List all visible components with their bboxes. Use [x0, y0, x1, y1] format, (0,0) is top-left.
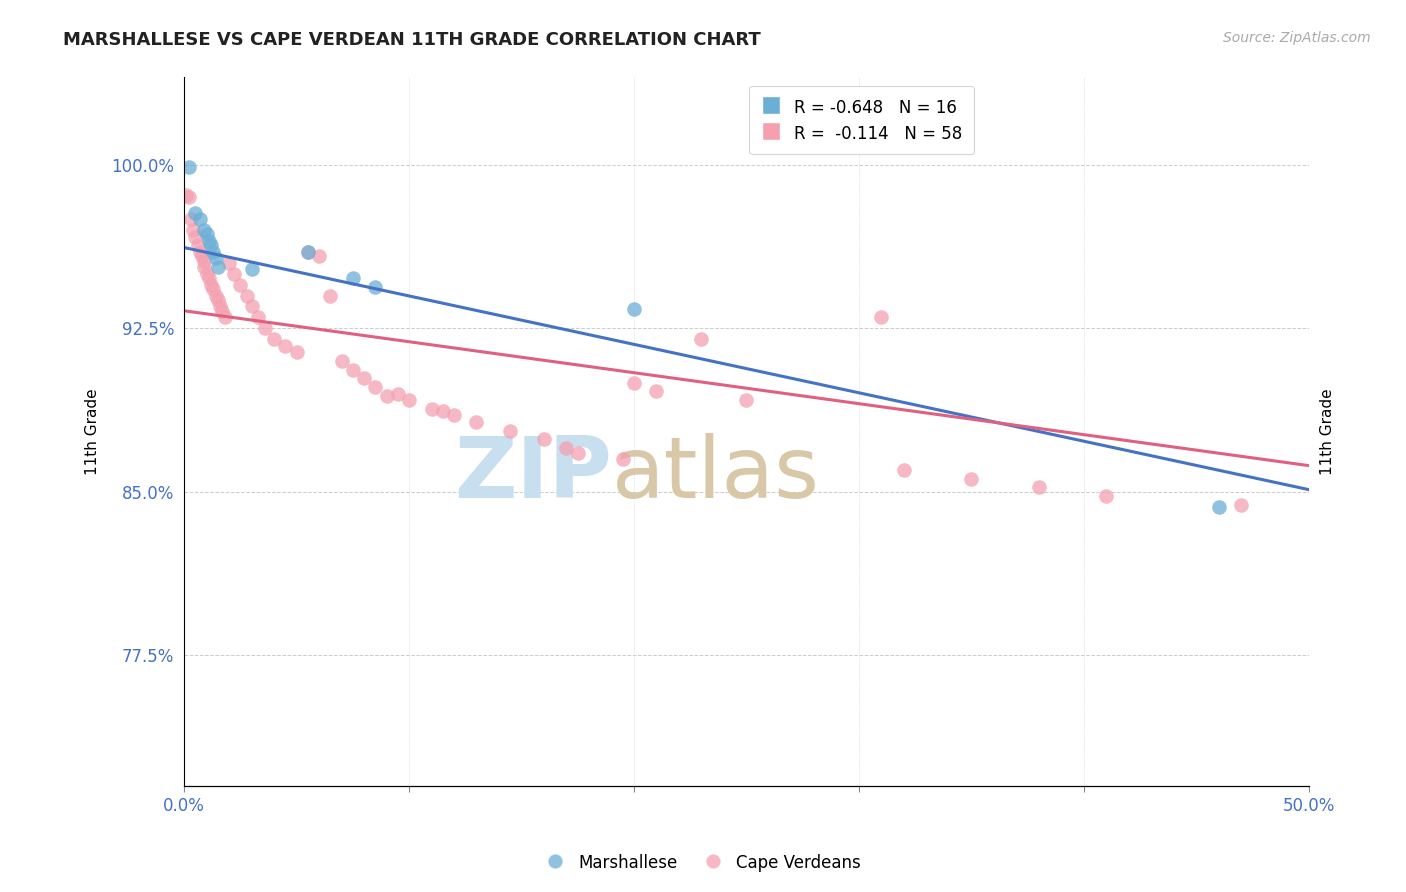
Point	[207, 293, 229, 307]
Point	[202, 282, 225, 296]
Point	[198, 234, 221, 248]
Point	[612, 452, 634, 467]
Point	[254, 321, 277, 335]
Point	[195, 267, 218, 281]
Point	[188, 244, 211, 259]
Point	[207, 260, 229, 275]
Point	[375, 389, 398, 403]
Point	[342, 362, 364, 376]
Point	[204, 288, 226, 302]
Legend: Marshallese, Cape Verdeans: Marshallese, Cape Verdeans	[538, 847, 868, 880]
Point	[1208, 500, 1230, 514]
Point	[240, 300, 263, 314]
Point	[177, 190, 200, 204]
Point	[623, 301, 645, 316]
Point	[240, 262, 263, 277]
Point	[465, 415, 488, 429]
Point	[555, 441, 578, 455]
Point	[236, 288, 259, 302]
Point	[184, 229, 207, 244]
Point	[218, 256, 240, 270]
Text: atlas: atlas	[612, 433, 820, 516]
Point	[200, 238, 222, 252]
Point	[364, 380, 387, 394]
Legend: R = -0.648   N = 16, R =  -0.114   N = 58: R = -0.648 N = 16, R = -0.114 N = 58	[749, 86, 974, 154]
Point	[330, 354, 353, 368]
Point	[319, 288, 342, 302]
Point	[184, 205, 207, 219]
Point	[342, 271, 364, 285]
Point	[193, 260, 215, 275]
Point	[229, 277, 252, 292]
Point	[960, 472, 983, 486]
Point	[443, 409, 465, 423]
Point	[214, 310, 236, 325]
Text: Source: ZipAtlas.com: Source: ZipAtlas.com	[1223, 31, 1371, 45]
Point	[181, 223, 204, 237]
Point	[263, 332, 285, 346]
Point	[209, 300, 232, 314]
Point	[1028, 480, 1050, 494]
Point	[645, 384, 668, 399]
Text: ZIP: ZIP	[454, 433, 612, 516]
Y-axis label: 11th Grade: 11th Grade	[86, 389, 100, 475]
Point	[211, 303, 233, 318]
Point	[353, 371, 375, 385]
Point	[893, 463, 915, 477]
Text: MARSHALLESE VS CAPE VERDEAN 11TH GRADE CORRELATION CHART: MARSHALLESE VS CAPE VERDEAN 11TH GRADE C…	[63, 31, 761, 49]
Point	[1230, 498, 1253, 512]
Point	[177, 160, 200, 174]
Point	[567, 445, 589, 459]
Point	[364, 280, 387, 294]
Point	[387, 386, 409, 401]
Point	[398, 393, 420, 408]
Point	[432, 404, 454, 418]
Point	[1095, 489, 1118, 503]
Point	[308, 249, 330, 263]
Point	[222, 267, 245, 281]
Point	[533, 433, 555, 447]
Point	[735, 393, 758, 408]
Point	[195, 227, 218, 242]
Point	[176, 188, 198, 202]
Point	[187, 238, 209, 252]
Point	[180, 212, 202, 227]
Y-axis label: 11th Grade: 11th Grade	[1320, 389, 1334, 475]
Point	[297, 244, 319, 259]
Point	[499, 424, 522, 438]
Point	[188, 212, 211, 227]
Point	[202, 244, 225, 259]
Point	[285, 345, 308, 359]
Point	[297, 244, 319, 259]
Point	[200, 277, 222, 292]
Point	[247, 310, 270, 325]
Point	[193, 223, 215, 237]
Point	[623, 376, 645, 390]
Point	[193, 253, 215, 268]
Point	[274, 339, 297, 353]
Point	[690, 332, 713, 346]
Point	[204, 252, 226, 266]
Point	[198, 271, 221, 285]
Point	[420, 401, 443, 416]
Point	[191, 249, 214, 263]
Point	[870, 310, 893, 325]
